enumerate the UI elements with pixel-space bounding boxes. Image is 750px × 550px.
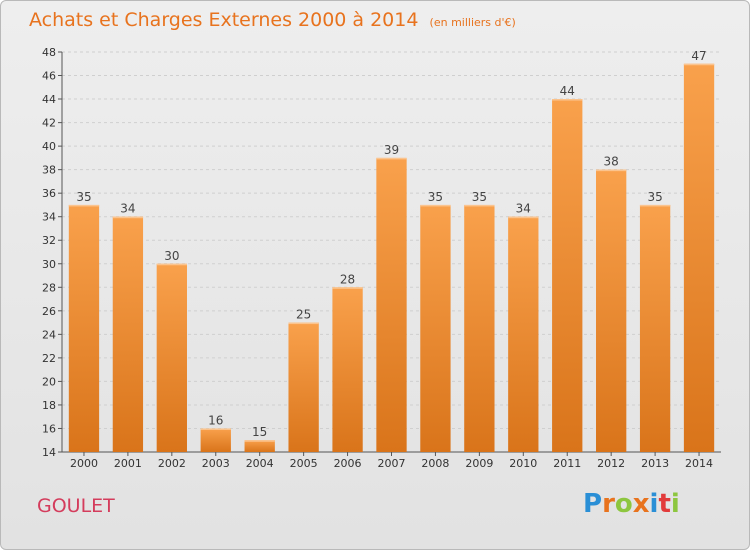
data-label-2011: 44 [560, 84, 575, 98]
logo-letter: o [614, 489, 633, 519]
logo-letter: x [632, 489, 650, 519]
logo-letter: t [658, 489, 671, 519]
data-label-2004: 15 [252, 425, 267, 439]
bar-2002 [156, 263, 187, 452]
data-label-2001: 34 [120, 202, 135, 216]
bar-2009 [464, 204, 495, 452]
chart-subtitle: (en milliers d'€) [429, 16, 516, 29]
x-tick-label-2005: 2005 [290, 457, 318, 470]
data-label-2005: 25 [296, 308, 311, 322]
x-tick-label-2007: 2007 [378, 457, 406, 470]
bar-top-edge [244, 440, 275, 442]
bar-top-edge [156, 263, 187, 266]
bar-2004 [244, 440, 275, 452]
data-label-2002: 30 [164, 249, 179, 263]
x-tick-label-2000: 2000 [70, 457, 98, 470]
x-tick-label-2002: 2002 [158, 457, 186, 470]
y-tick-label: 40 [42, 140, 56, 153]
bar-top-edge [508, 216, 539, 219]
data-label-2010: 34 [516, 202, 531, 216]
y-tick-label: 48 [42, 46, 56, 59]
bar-2006 [332, 287, 363, 452]
x-tick-label-2008: 2008 [421, 457, 449, 470]
logo-letter: P [583, 489, 603, 519]
bar-top-edge [639, 204, 671, 207]
data-label-2008: 35 [428, 190, 443, 204]
logo-letter: i [649, 489, 659, 519]
data-labels: 35 34 30 16 15 25 28 39 35 35 34 44 38 35 47 [76, 49, 706, 439]
x-tick-label-2009: 2009 [465, 457, 493, 470]
bar-top-edge [552, 99, 583, 101]
bar-top-edge [200, 428, 231, 430]
y-tick-label: 46 [42, 70, 56, 83]
bar-top-edge [288, 322, 319, 325]
bar-2001 [112, 216, 144, 452]
x-tick-label-2003: 2003 [202, 457, 230, 470]
x-tick-label-2010: 2010 [509, 457, 537, 470]
logo-letter: r [602, 489, 615, 519]
data-label-2013: 35 [647, 190, 662, 204]
bar-2014 [683, 63, 715, 452]
y-tick-label: 38 [42, 164, 56, 177]
bar-top-edge [464, 204, 495, 207]
y-tick-label: 32 [42, 234, 56, 247]
bar-top-edge [112, 216, 144, 219]
bar-top-edge [683, 63, 715, 66]
data-label-2009: 35 [472, 190, 487, 204]
y-tick-label: 30 [42, 258, 56, 271]
y-tick-label: 18 [42, 399, 56, 412]
bar-top-edge [332, 287, 363, 289]
y-tick-label: 14 [42, 446, 56, 459]
bar-2012 [596, 169, 627, 452]
y-tick-label: 20 [42, 375, 56, 388]
bar-2008 [420, 204, 451, 452]
y-tick-label: 22 [42, 352, 56, 365]
bar-top-edge [596, 169, 627, 172]
chart-title: Achats et Charges Externes 2000 à 2014 [29, 9, 419, 31]
y-tick-label: 34 [42, 211, 56, 224]
y-tick-label: 26 [42, 305, 56, 318]
data-label-2007: 39 [384, 143, 399, 157]
y-axis-ticks: 14 16 18 20 22 24 26 28 30 32 34 36 38 40 42 44 46 48 [42, 46, 62, 459]
y-tick-label: 16 [42, 422, 56, 435]
x-tick-label-2013: 2013 [641, 457, 669, 470]
x-tick-label-2006: 2006 [334, 457, 362, 470]
bar-2000 [68, 204, 100, 452]
bar-2007 [376, 157, 407, 452]
x-tick-label-2014: 2014 [685, 457, 713, 470]
commune-name: GOULET [37, 495, 115, 517]
data-label-2014: 47 [691, 49, 706, 63]
data-label-2000: 35 [76, 190, 91, 204]
y-tick-label: 24 [42, 328, 56, 341]
bar-2011 [552, 99, 583, 452]
x-axis-ticks: 2000 2001 2002 2003 2004 2005 2006 2007 2008 2009… [70, 452, 713, 470]
y-tick-label: 44 [42, 93, 56, 106]
data-label-2003: 16 [208, 413, 223, 427]
bar-2013 [639, 204, 671, 452]
y-tick-label: 28 [42, 281, 56, 294]
logo-letter: i [670, 489, 680, 519]
bar-top-edge [376, 157, 407, 160]
x-tick-label-2004: 2004 [246, 457, 274, 470]
proxiti-logo[interactable]: Proxiti [583, 489, 680, 519]
bar-2010 [508, 216, 539, 452]
bar-2003 [200, 428, 231, 452]
y-tick-label: 42 [42, 117, 56, 130]
data-label-2006: 28 [340, 272, 355, 286]
bar-2005 [288, 322, 319, 452]
data-label-2012: 38 [604, 155, 619, 169]
x-tick-label-2011: 2011 [553, 457, 581, 470]
y-tick-label: 36 [42, 187, 56, 200]
bars [68, 63, 715, 452]
chart-title-block: Achats et Charges Externes 2000 à 2014 (… [29, 9, 516, 31]
bar-top-edge [420, 204, 451, 207]
x-tick-label-2012: 2012 [597, 457, 625, 470]
bar-top-edge [68, 204, 100, 207]
x-tick-label-2001: 2001 [114, 457, 142, 470]
